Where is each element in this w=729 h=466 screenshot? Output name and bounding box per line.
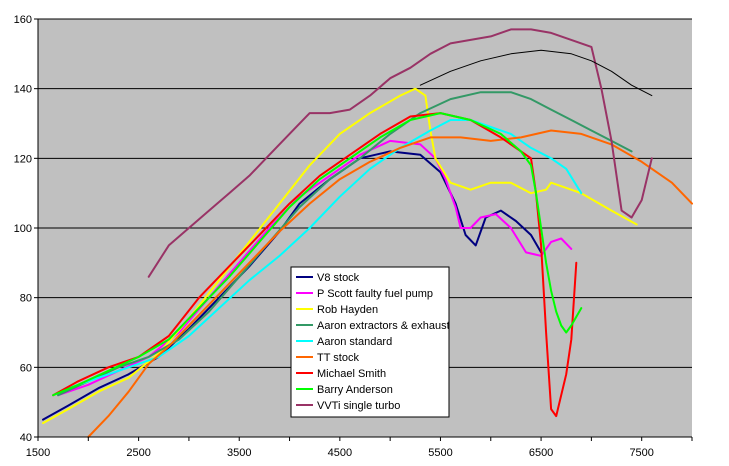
y-tick-label-5: 140 <box>14 84 32 96</box>
legend-label-5: TT stock <box>317 352 359 364</box>
y-tick-label-1: 60 <box>20 362 32 374</box>
legend-label-6: Michael Smith <box>317 368 386 380</box>
series-line-3 <box>57 91 633 397</box>
legend-label-7: Barry Anderson <box>317 384 393 396</box>
legend-label-3: Aaron extractors & exhaust <box>317 320 450 332</box>
series-line-7 <box>52 112 583 397</box>
series-line-2 <box>42 87 638 425</box>
series-line-8 <box>147 28 653 278</box>
legend-label-1: P Scott faulty fuel pump <box>317 288 433 300</box>
legend-box <box>290 266 450 418</box>
y-tick-label-6: 160 <box>14 14 32 26</box>
x-tick-label-2: 3500 <box>227 447 251 459</box>
y-tick-label-0: 40 <box>20 432 32 444</box>
x-tick-label-0: 1500 <box>26 447 50 459</box>
legend-label-2: Rob Hayden <box>317 304 378 316</box>
series-line-9 <box>419 49 653 97</box>
legend: V8 stock P Scott faulty fuel pump Rob Hayd… <box>290 266 450 418</box>
y-tick-label-2: 80 <box>20 293 32 305</box>
legend-label-4: Aaron standard <box>317 336 392 348</box>
x-tick-label-1: 2500 <box>126 447 150 459</box>
x-tick-label-5: 6500 <box>529 447 553 459</box>
legend-label-8: VVTi single turbo <box>317 400 400 412</box>
legend-label-0: V8 stock <box>317 272 360 284</box>
x-ticks: 1500 2500 3500 4500 5500 6500 7500 <box>26 437 693 459</box>
y-tick-label-4: 120 <box>14 153 32 165</box>
y-ticks: 40 60 80 100 120 140 160 <box>14 14 38 444</box>
y-tick-label-3: 100 <box>14 223 32 235</box>
x-tick-label-6: 7500 <box>629 447 653 459</box>
series-line-1 <box>57 139 573 397</box>
x-tick-label-4: 5500 <box>428 447 452 459</box>
series-line-5 <box>87 129 693 438</box>
x-tick-label-3: 4500 <box>328 447 352 459</box>
series-group <box>42 28 693 438</box>
series-line-4 <box>67 119 583 390</box>
